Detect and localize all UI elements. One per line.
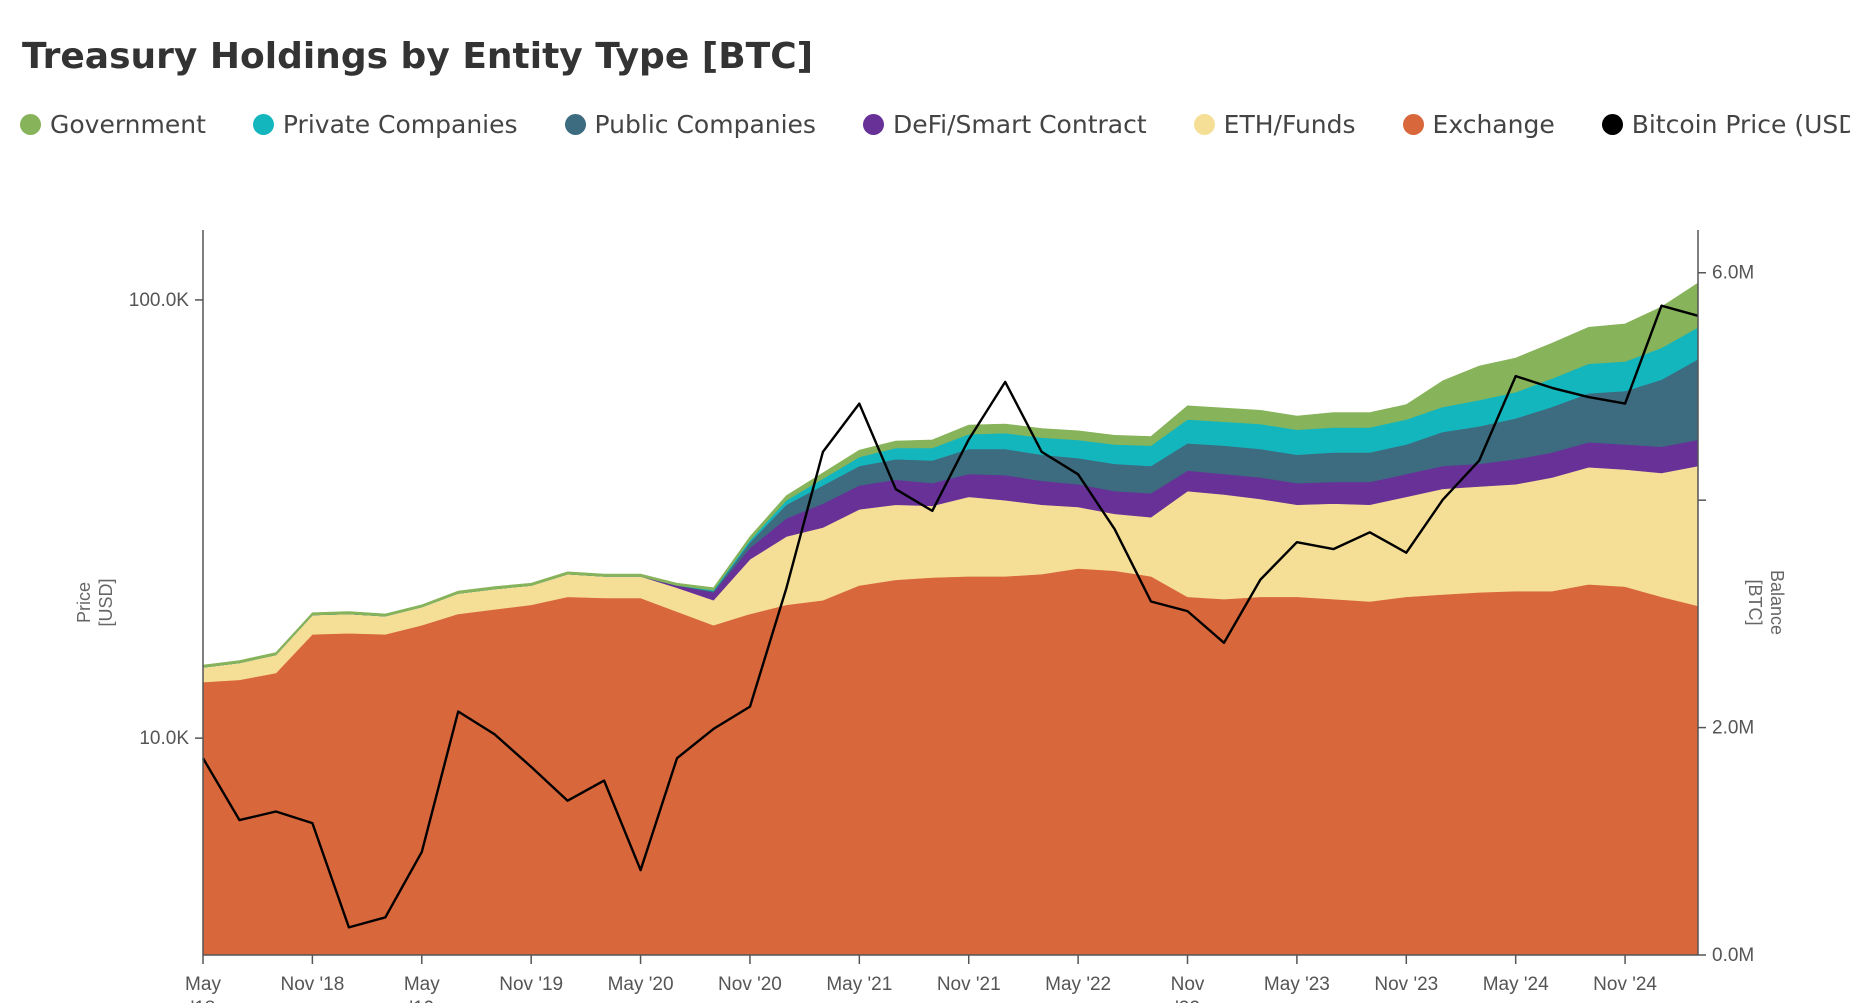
x-tick-label: Nov'22 — [1171, 974, 1205, 1003]
left-tick-label: 100.0K — [129, 290, 190, 311]
legend-label-exchange: Exchange — [1432, 109, 1555, 139]
x-tick-label: May '24 — [1483, 974, 1549, 995]
legend-dot-eth-funds — [1193, 113, 1215, 135]
left-tick-label: 10.0K — [139, 728, 189, 749]
right-axis-title: Balance[BTC] — [1745, 570, 1787, 635]
legend-item-government[interactable]: Government — [20, 110, 206, 139]
x-tick-label: May '23 — [1264, 974, 1330, 995]
x-tick-label: Nov '21 — [937, 974, 1001, 995]
legend-dot-private-companies — [252, 113, 274, 135]
x-tick-label: May '20 — [608, 974, 674, 995]
x-tick-label: Nov '18 — [280, 974, 344, 995]
legend-dot-exchange — [1402, 113, 1424, 135]
x-tick-label: May '21 — [826, 974, 892, 995]
left-axis-title: Price [USD] — [74, 578, 116, 626]
legend-label-eth-funds: ETH/Funds — [1223, 109, 1356, 139]
legend-item-defi-smart-contract[interactable]: DeFi/Smart Contract — [862, 109, 1147, 139]
area-exchange — [202, 568, 1699, 956]
x-tick-label: Nov '24 — [1593, 974, 1657, 995]
legend-label-public-companies: Public Companies — [594, 109, 816, 139]
legend: Government Private Companies Public Compan… — [20, 108, 1850, 140]
x-tick-label: Nov '23 — [1374, 974, 1438, 995]
x-tick-label: May'19 — [404, 974, 440, 1003]
legend-item-exchange[interactable]: Exchange — [1402, 109, 1555, 139]
legend-dot-defi-smart-contract — [862, 113, 884, 135]
x-tick-label: Nov '20 — [718, 974, 782, 995]
x-tick-label: May'18 — [185, 974, 221, 1003]
chart-title: Treasury Holdings by Entity Type [BTC] — [22, 36, 814, 77]
right-tick-label: 2.0M — [1712, 718, 1754, 739]
legend-label-defi-smart-contract: DeFi/Smart Contract — [892, 109, 1147, 139]
legend-item-public-companies[interactable]: Public Companies — [564, 109, 816, 139]
legend-dot-bitcoin-price-usd — [1601, 113, 1623, 135]
legend-item-eth-funds[interactable]: ETH/Funds — [1193, 109, 1356, 139]
legend-label-bitcoin-price-usd: Bitcoin Price (USD) — [1631, 109, 1850, 139]
price-line — [201, 304, 1699, 929]
right-tick-label: 6.0M — [1712, 263, 1754, 284]
legend-dot-public-companies — [564, 113, 586, 135]
legend-label-government: Government — [50, 109, 206, 139]
legend-dot-government — [20, 113, 41, 135]
legend-item-private-companies[interactable]: Private Companies — [252, 109, 518, 139]
x-tick-label: May '22 — [1045, 974, 1111, 995]
legend-item-bitcoin-price-usd[interactable]: Bitcoin Price (USD) — [1601, 109, 1850, 139]
legend-label-private-companies: Private Companies — [282, 109, 518, 139]
right-tick-label: 0.0M — [1712, 945, 1754, 966]
x-tick-label: Nov '19 — [499, 974, 563, 995]
